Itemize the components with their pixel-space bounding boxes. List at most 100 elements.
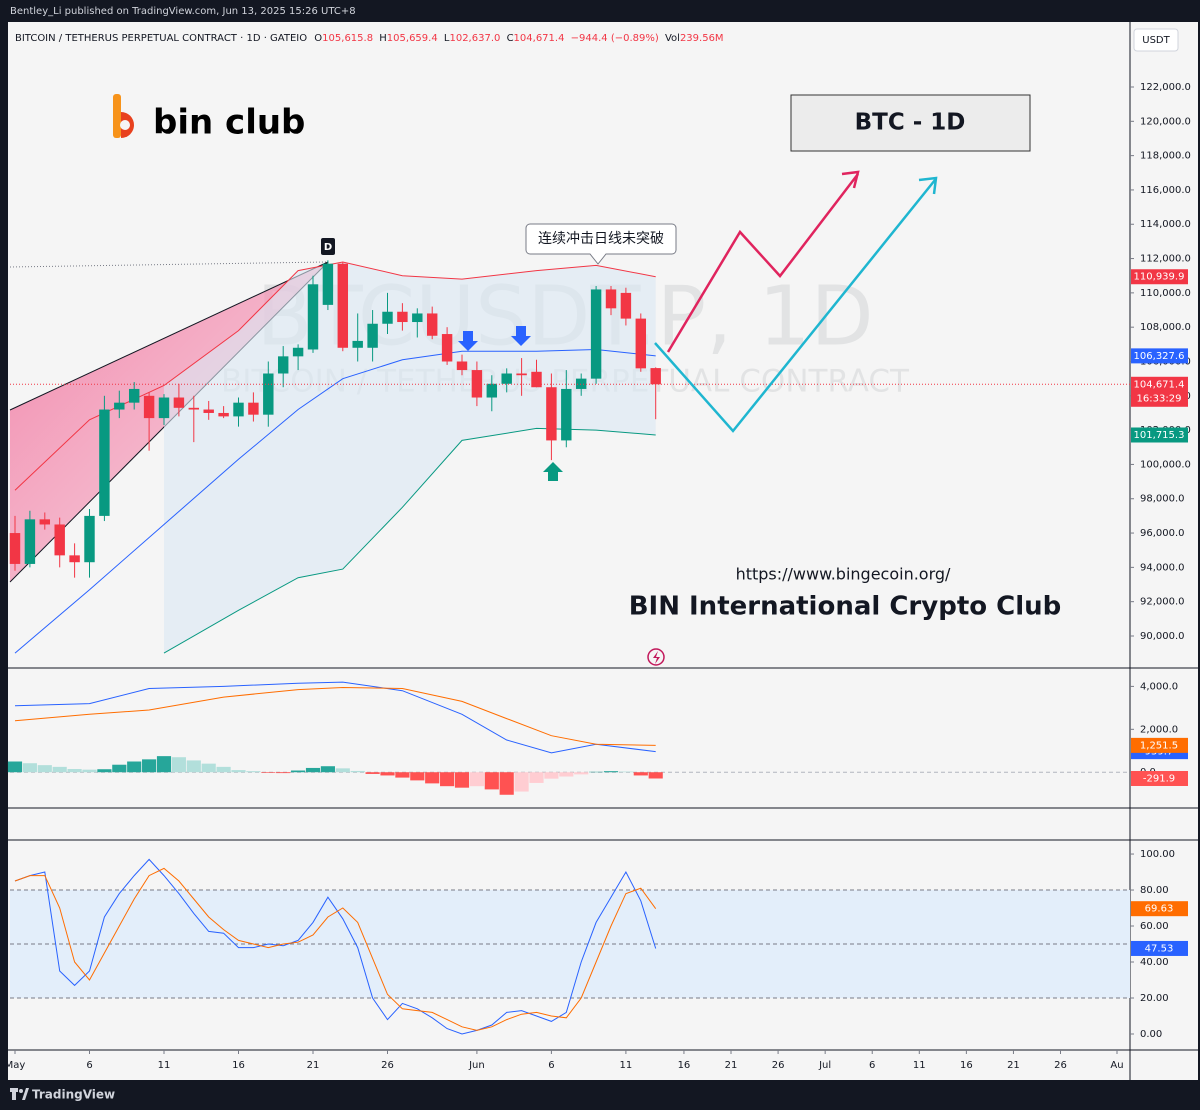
candle-body (352, 340, 363, 348)
y-tick-label: 122,000.0 (1140, 82, 1191, 93)
x-tick-label: Au (1110, 1060, 1123, 1071)
histogram-bar (454, 772, 470, 788)
lightning-icon-bolt[interactable] (653, 651, 660, 664)
legend-key: O (314, 33, 322, 44)
y-tick-label: 90,000.0 (1140, 631, 1185, 642)
histogram-bar (574, 772, 589, 775)
candle-body (322, 263, 334, 305)
macd-line (14, 681, 656, 754)
x-tick-label: 6 (548, 1060, 554, 1071)
price-tag-label: 110,939.9 (1134, 272, 1185, 283)
legend-key: L (444, 33, 450, 44)
legend-value: 239.56M (680, 33, 724, 44)
candle-body (128, 388, 140, 403)
y-tick-label: 110,000.0 (1140, 288, 1191, 299)
candle-body (426, 313, 438, 336)
candle-body (650, 368, 661, 385)
currency-box[interactable] (1133, 28, 1179, 52)
down-arrow (511, 326, 531, 346)
histogram-bar (335, 768, 350, 773)
price-tag-label: 104,671.4 (1134, 379, 1185, 390)
candle-body (263, 373, 274, 415)
y-tick-label: 98,000.0 (1140, 494, 1185, 505)
x-tick-label: May (5, 1060, 26, 1071)
candle-body (441, 334, 453, 362)
price-tag-label: 69.63 (1145, 904, 1174, 915)
x-tick-label: Jul (818, 1060, 831, 1071)
projection-down-up (654, 179, 936, 433)
x-tick-label: 26 (772, 1060, 785, 1071)
y-tick-label: 114,000.0 (1140, 219, 1191, 230)
y-tick-label: 112,000.0 (1140, 254, 1191, 265)
histogram-bar (291, 770, 306, 773)
price-tag (1131, 269, 1188, 285)
histogram-bar (171, 757, 186, 773)
currency[interactable]: USDT (1142, 35, 1170, 46)
y-tick-label: 100.00 (1140, 849, 1175, 860)
legend-key: C (507, 33, 514, 44)
candle-body (203, 409, 214, 413)
y-tick-label: 20.00 (1140, 993, 1169, 1004)
candle-body (471, 370, 483, 398)
y-tick-label: 118,000.0 (1140, 151, 1191, 162)
histogram-bar (425, 772, 440, 784)
x-tick-label: 16 (232, 1060, 245, 1071)
histogram-bar (246, 771, 261, 773)
marker-text: D (324, 242, 332, 253)
histogram-bar (37, 765, 52, 773)
candle-body (248, 402, 259, 415)
x-tick-label: 26 (381, 1060, 394, 1071)
price-tag-label: 101,715.3 (1134, 430, 1185, 441)
lightning-icon[interactable] (647, 648, 665, 666)
candle-body (307, 284, 319, 350)
histogram-bar (127, 761, 142, 773)
x-tick-label: 11 (158, 1060, 171, 1071)
footer-logo (10, 1088, 29, 1100)
title-box (790, 94, 1031, 152)
candle-body (486, 383, 498, 398)
price-tag (1131, 737, 1188, 753)
candle-body (337, 263, 349, 348)
candle-body (233, 402, 244, 417)
up-arrow (543, 462, 563, 481)
candle-body (397, 311, 408, 323)
histogram-bar (112, 764, 127, 773)
histogram-bar (67, 769, 82, 773)
legend-value: 102,637.0 (449, 33, 500, 44)
y-tick-label: 120,000.0 (1140, 116, 1191, 127)
histogram-bar (514, 772, 529, 792)
x-tick-label: 21 (1007, 1060, 1020, 1071)
x-tick-label: 21 (725, 1060, 738, 1071)
candle-body (605, 289, 617, 309)
wedge-edge (9, 261, 329, 411)
title-box-text: BTC - 1D (855, 110, 966, 136)
candle-body (635, 318, 647, 369)
logo-text: bin club (153, 103, 305, 143)
x-tick-label: 11 (913, 1060, 926, 1071)
price-tag (1131, 901, 1188, 917)
stoch-line (14, 867, 657, 1031)
y-tick-label: 0.00 (1140, 1029, 1162, 1040)
x-tick-label: 26 (1054, 1060, 1067, 1071)
band-line (163, 427, 656, 654)
y-tick-label: 96,000.0 (1140, 528, 1185, 539)
histogram-bar (305, 767, 321, 773)
candle-body (620, 292, 632, 319)
y-tick-label: 92,000.0 (1140, 597, 1185, 608)
y-tick-label: 116,000.0 (1140, 185, 1191, 196)
price-tag (1131, 376, 1188, 407)
histogram-bar (410, 772, 425, 781)
legend-value: 104,671.4 (514, 33, 565, 44)
legend-key: H (379, 33, 387, 44)
candle-body (546, 387, 557, 441)
price-tag-label: -291.9 (1143, 773, 1175, 784)
y-tick-label: 80.00 (1140, 885, 1169, 896)
candle-body (24, 519, 36, 564)
histogram-bar (52, 766, 67, 773)
candle-body (39, 519, 51, 525)
legend-value: 105,615.8 (322, 33, 373, 44)
price-tag-label: 106,327.6 (1134, 351, 1185, 362)
legend-symbol: BITCOIN / TETHERUS PERPETUAL CONTRACT · … (15, 33, 307, 44)
marker-box (321, 238, 335, 255)
candle-body (531, 371, 542, 388)
